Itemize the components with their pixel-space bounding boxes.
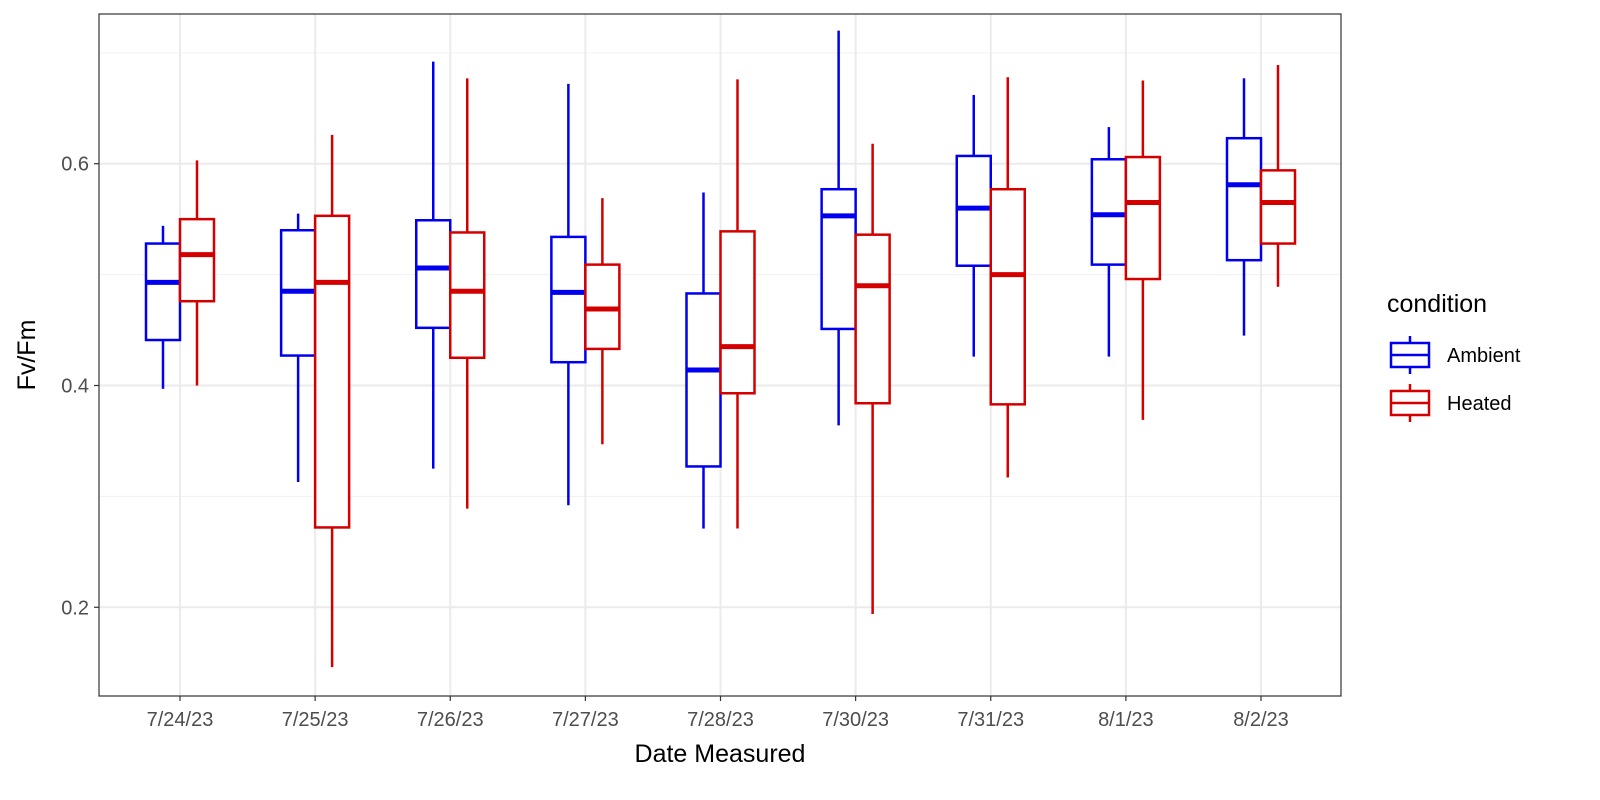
- box-heated-7-25-23: [313, 134, 351, 668]
- y-tick-label: 0.4: [61, 375, 89, 397]
- box-iqr: [415, 219, 452, 330]
- x-tick-label: 8/1/23: [1098, 709, 1154, 731]
- legend: condition Ambient Heated: [1387, 290, 1521, 422]
- box-iqr: [1090, 158, 1128, 266]
- box-heated-7-28-23: [719, 79, 756, 529]
- box-ambient-7-28-23: [685, 192, 722, 529]
- box-iqr: [1225, 136, 1263, 262]
- x-tick-label: 7/27/23: [552, 709, 619, 731]
- box-iqr: [719, 230, 756, 395]
- x-tick-label: 7/28/23: [687, 709, 754, 731]
- y-tick-label: 0.6: [61, 154, 89, 176]
- box-ambient-7-27-23: [550, 83, 587, 506]
- box-ambient-7-25-23: [279, 213, 317, 482]
- box-heated-7-27-23: [584, 198, 621, 445]
- x-tick-label: 7/26/23: [417, 709, 484, 731]
- x-tick-label: 8/2/23: [1233, 709, 1289, 731]
- x-axis: 7/24/23 7/25/23 7/26/23 7/27/23 7/28/23 7/30/…: [147, 696, 1289, 731]
- box-heated-7-30-23: [854, 143, 891, 614]
- box-heated-7-24-23: [178, 160, 216, 386]
- box-heated-8-1-23: [1124, 80, 1162, 420]
- box-iqr: [178, 217, 216, 303]
- box-ambient-8-1-23: [1090, 127, 1128, 357]
- box-heated-8-2-23: [1259, 65, 1297, 287]
- box-iqr: [1124, 155, 1162, 281]
- box-iqr: [449, 231, 486, 360]
- box-iqr: [820, 187, 857, 331]
- y-tick-label: 0.2: [61, 597, 89, 619]
- x-tick-label: 7/30/23: [822, 709, 889, 731]
- x-tick-label: 7/25/23: [282, 709, 349, 731]
- box-iqr: [989, 187, 1026, 406]
- box-ambient-8-2-23: [1225, 78, 1263, 336]
- box-heated-7-26-23: [449, 78, 486, 509]
- legend-item-heated: Heated: [1389, 384, 1512, 422]
- legend-title: condition: [1387, 290, 1487, 318]
- box-ambient-7-26-23: [415, 61, 452, 469]
- legend-items: Ambient Heated: [1389, 336, 1521, 422]
- x-tick-label: 7/24/23: [147, 709, 214, 731]
- box-iqr: [955, 154, 992, 267]
- x-tick-label: 7/31/23: [957, 709, 1024, 731]
- box-ambient-7-24-23: [144, 225, 182, 389]
- box-series: [144, 30, 1297, 668]
- box-ambient-7-31-23: [955, 94, 992, 357]
- box-iqr: [854, 233, 891, 405]
- box-iqr: [1259, 169, 1297, 245]
- y-axis: 0.2 0.4 0.6: [61, 154, 99, 619]
- legend-label: Heated: [1447, 393, 1512, 415]
- x-axis-title: Date Measured: [635, 740, 806, 768]
- y-axis-title: Fv/Fm: [13, 320, 41, 391]
- legend-item-ambient: Ambient: [1389, 336, 1521, 374]
- box-iqr: [685, 292, 722, 468]
- box-iqr: [550, 235, 587, 364]
- box-iqr: [313, 214, 351, 529]
- box-heated-7-31-23: [989, 77, 1026, 478]
- legend-label: Ambient: [1447, 345, 1521, 367]
- box-iqr: [144, 242, 182, 342]
